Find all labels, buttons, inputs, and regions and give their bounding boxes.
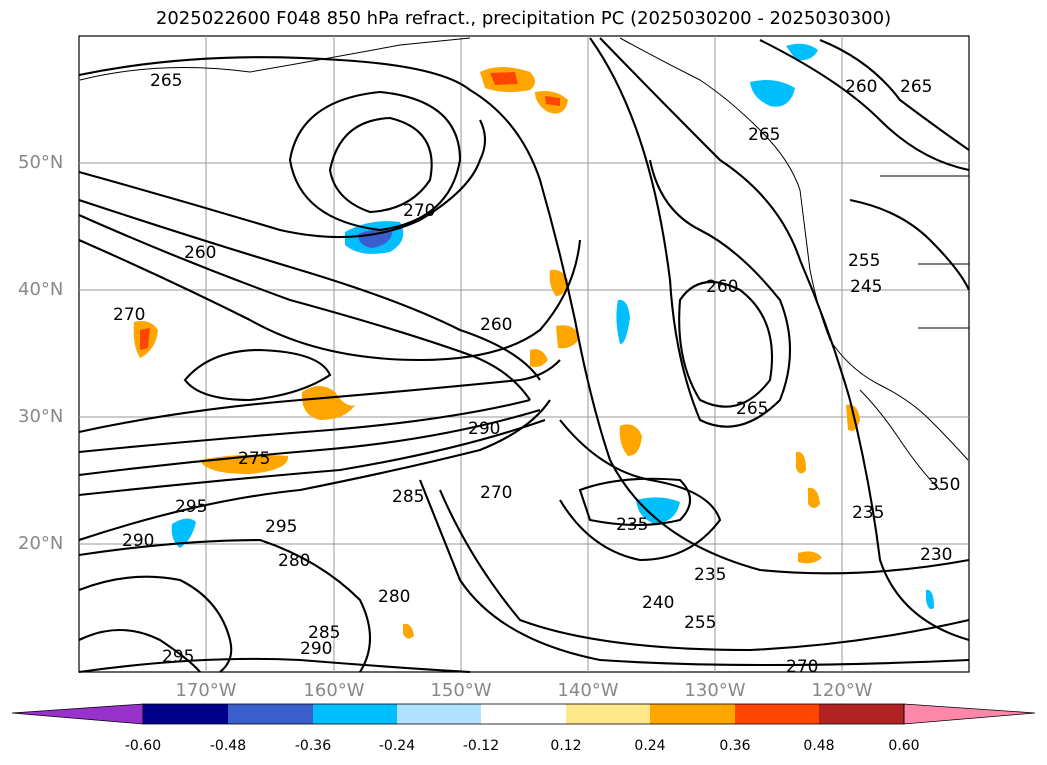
precip-patch [926, 589, 934, 609]
precip-shading [133, 43, 934, 639]
colorbar [11, 703, 1036, 725]
precip-patch [530, 349, 548, 368]
coast-us-west [799, 189, 969, 461]
contour-label: 265 [748, 125, 780, 145]
colorbar-bin [397, 704, 481, 724]
precip-patch [549, 269, 568, 296]
lon-label: 170°W [175, 680, 237, 701]
colorbar-tick-label: -0.24 [378, 738, 416, 754]
contour-label: 295 [162, 647, 194, 667]
contour-label: 280 [278, 551, 310, 571]
precip-patch [786, 43, 818, 61]
colorbar-bin [735, 704, 819, 724]
colorbar-tick-label: 0.24 [634, 738, 666, 754]
lat-label: 20°N [18, 533, 64, 554]
colorbar-tick-label: 0.60 [888, 738, 920, 754]
precip-patch [490, 72, 518, 85]
contour-label: 290 [468, 419, 500, 439]
colorbar-tick-label: 0.48 [803, 738, 835, 754]
contour-label: 240 [642, 593, 674, 613]
precip-patch [808, 487, 820, 508]
colorbar-bin [228, 704, 313, 724]
contour-label: 230 [920, 545, 952, 565]
contour-label: 260 [184, 243, 216, 263]
precip-patch [619, 424, 642, 456]
precip-patch [796, 451, 806, 474]
lon-label: 120°W [811, 680, 873, 701]
coast-bc [619, 37, 801, 191]
contour-label: 235 [852, 503, 884, 523]
precip-patch [750, 80, 795, 107]
colorbar-tick-label: 0.36 [719, 738, 751, 754]
colorbar-bin [143, 704, 228, 724]
coast-alaska [79, 37, 471, 81]
contour-label: 285 [392, 487, 424, 507]
contour-label: 265 [150, 71, 182, 91]
colorbar-tick-label: -0.36 [294, 738, 332, 754]
precip-patch [616, 299, 630, 345]
colorbar-outline [142, 703, 905, 725]
colorbar-bin [650, 704, 735, 724]
map-panel: 265 260 265 265 270 260 270 255 245 260 … [78, 35, 970, 677]
contour-label: 280 [378, 587, 410, 607]
colorbar-tick-label: -0.60 [124, 738, 162, 754]
map-title: 2025022600 F048 850 hPa refract., precip… [155, 8, 892, 29]
lat-label: 30°N [18, 406, 64, 427]
precip-patch [798, 551, 822, 564]
colorbar-extend-low [11, 703, 144, 725]
precip-patch [140, 328, 150, 350]
contour-label: 270 [113, 305, 145, 325]
contour-label: 270 [403, 201, 435, 221]
contour-label: 285 [308, 623, 340, 643]
lon-label: 160°W [303, 680, 365, 701]
colorbar-tick-label: -0.48 [209, 738, 247, 754]
lon-label: 130°W [684, 680, 746, 701]
colorbar-tick-label: 0.12 [550, 738, 582, 754]
colorbar-bin [313, 704, 397, 724]
contour-label: 255 [848, 251, 880, 271]
contour-label: 260 [845, 77, 877, 97]
colorbar-bin [566, 704, 650, 724]
contour-label: 255 [684, 613, 716, 633]
contours [78, 37, 970, 674]
precip-patch [556, 325, 580, 349]
precip-patch [636, 497, 680, 524]
coast-baja [859, 389, 941, 491]
colorbar-tick-label: -0.12 [462, 738, 500, 754]
precip-patch [301, 386, 355, 420]
precip-patch [358, 229, 392, 248]
contour-label: 260 [480, 315, 512, 335]
contour-label: 350 [928, 475, 960, 495]
contour-label: 295 [265, 517, 297, 537]
contour-label: 265 [736, 399, 768, 419]
lon-label: 150°W [430, 680, 492, 701]
contour-label: 290 [122, 531, 154, 551]
colorbar-bin [819, 704, 904, 724]
contour-label: 270 [786, 657, 818, 677]
contour-label: 245 [850, 277, 882, 297]
contour-label: 290 [300, 639, 332, 659]
contour-label: 275 [238, 449, 270, 469]
graticule [79, 36, 969, 672]
contour-label: 265 [900, 77, 932, 97]
contour-label: 295 [175, 497, 207, 517]
lon-label: 140°W [557, 680, 619, 701]
colorbar-bin [481, 704, 566, 724]
precip-patch [171, 518, 196, 548]
contour-label: 270 [480, 483, 512, 503]
lat-label: 40°N [18, 279, 64, 300]
precip-patch [545, 96, 560, 106]
coastline [79, 37, 969, 491]
precip-patch [403, 623, 414, 639]
contour-label: 235 [694, 565, 726, 585]
contour-label: 235 [616, 515, 648, 535]
contour-label-group: 265 260 265 265 270 260 270 255 245 260 … [113, 71, 960, 677]
colorbar-extend-high [903, 703, 1036, 725]
lat-label: 50°N [18, 152, 64, 173]
contour-label: 260 [706, 277, 738, 297]
